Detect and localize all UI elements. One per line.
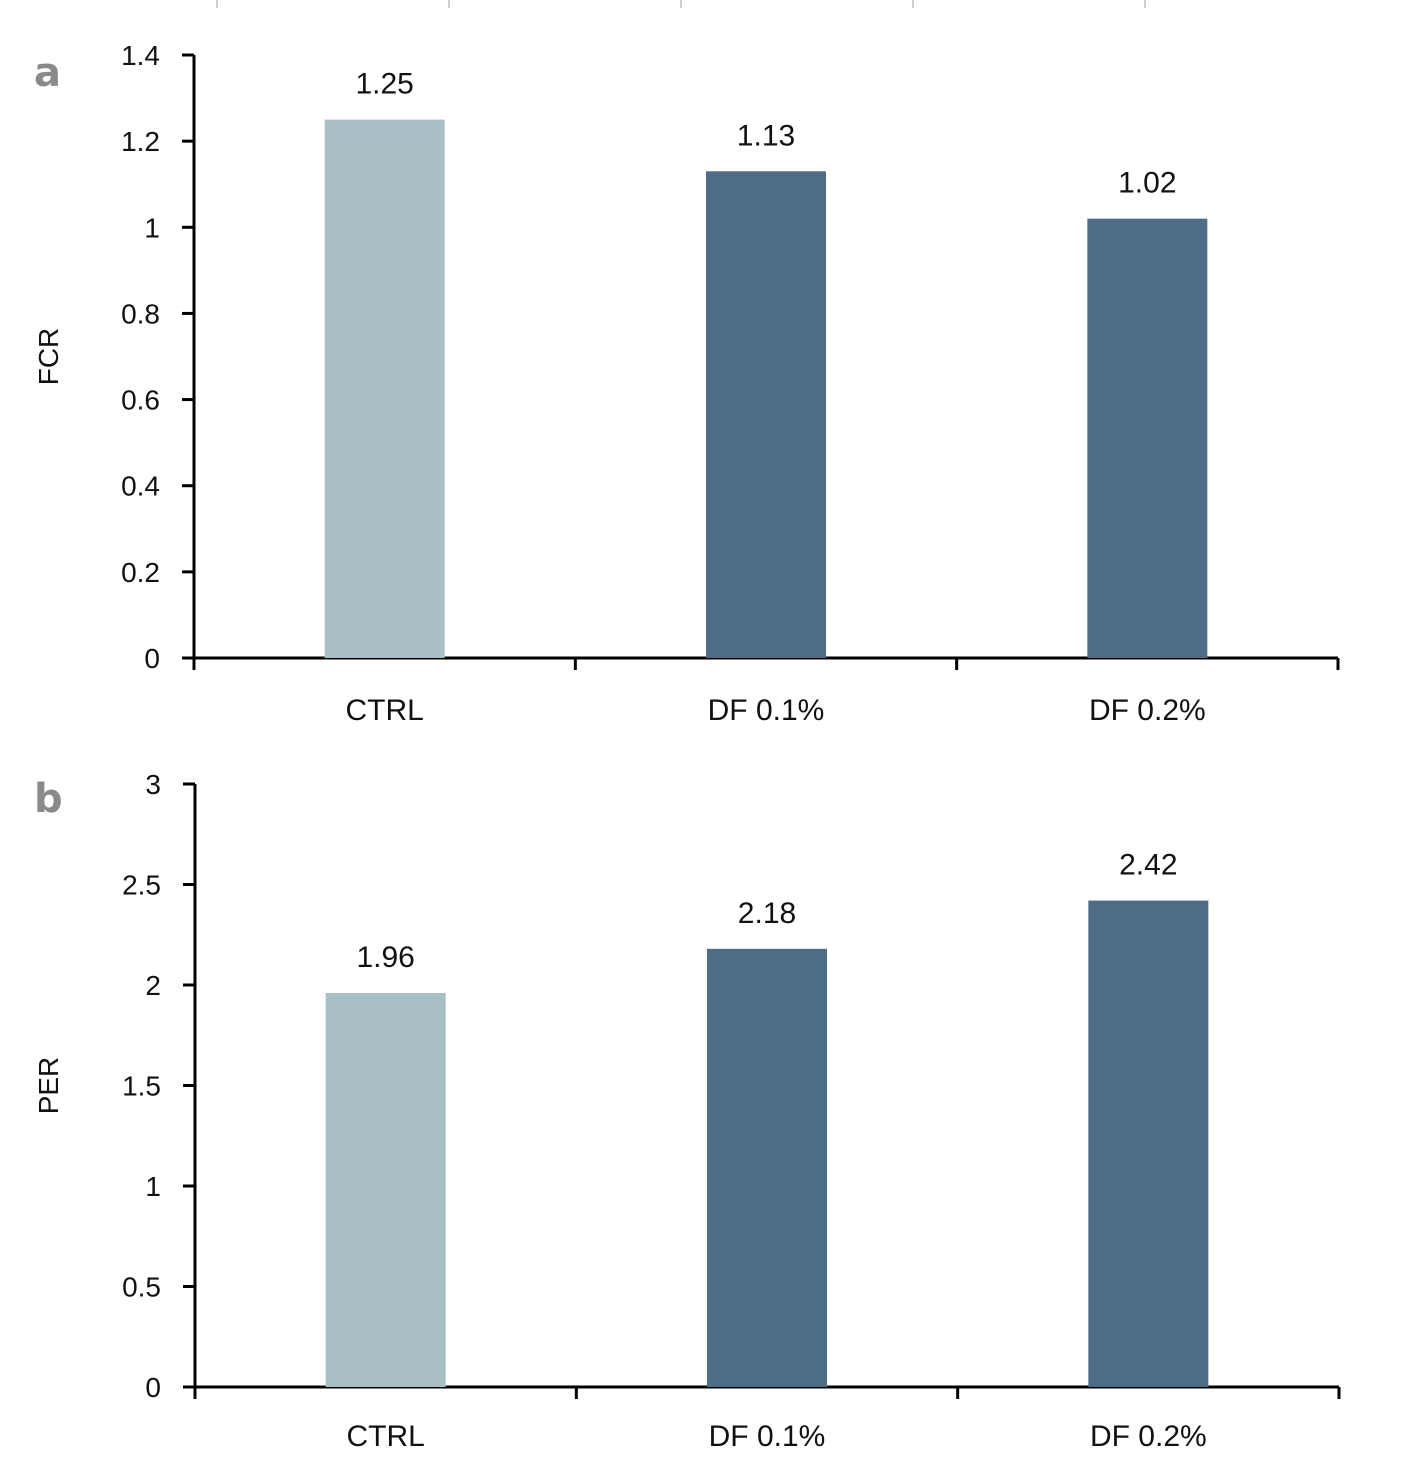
y-tick-label: 1 bbox=[144, 212, 160, 243]
category-label: CTRL bbox=[346, 1420, 424, 1453]
y-tick-label: 1.5 bbox=[122, 1071, 161, 1102]
y-tick-label: 0.5 bbox=[122, 1272, 161, 1303]
y-tick-label: 3 bbox=[145, 769, 161, 800]
y-tick-label: 0.4 bbox=[121, 471, 160, 502]
data-label: 2.42 bbox=[1119, 849, 1177, 882]
y-tick-label: 0.8 bbox=[121, 298, 160, 329]
bar-df-0-2- bbox=[1087, 218, 1208, 658]
y-axis-title: PER bbox=[33, 1057, 64, 1115]
y-tick-label: 2.5 bbox=[122, 870, 161, 901]
category-label: DF 0.1% bbox=[709, 1420, 826, 1453]
y-tick-label: 1.2 bbox=[121, 126, 160, 157]
y-tick-label: 0 bbox=[145, 1372, 161, 1403]
data-label: 2.18 bbox=[738, 897, 796, 930]
category-label: CTRL bbox=[345, 694, 423, 727]
y-tick-label: 0.2 bbox=[121, 557, 160, 588]
bar-df-0-2- bbox=[1088, 900, 1209, 1387]
bar-df-0-1- bbox=[706, 171, 826, 659]
category-label: DF 0.1% bbox=[708, 694, 825, 727]
category-label: DF 0.2% bbox=[1089, 694, 1206, 727]
panel-label: a bbox=[34, 50, 61, 96]
category-label: DF 0.2% bbox=[1090, 1420, 1207, 1453]
data-label: 1.02 bbox=[1118, 167, 1176, 200]
y-axis-title: FCR bbox=[33, 328, 64, 386]
bar-ctrl bbox=[325, 993, 446, 1387]
data-label: 1.25 bbox=[355, 68, 413, 101]
y-tick-label: 1 bbox=[145, 1171, 161, 1202]
bar-df-0-1- bbox=[707, 948, 827, 1387]
panel-label: b bbox=[34, 776, 63, 822]
data-label: 1.13 bbox=[737, 119, 795, 152]
y-tick-label: 0 bbox=[144, 643, 160, 674]
bar-ctrl bbox=[324, 119, 445, 659]
y-tick-label: 0.6 bbox=[121, 385, 160, 416]
y-tick-label: 2 bbox=[145, 970, 161, 1001]
data-label: 1.96 bbox=[356, 941, 414, 974]
y-tick-label: 1.4 bbox=[121, 40, 160, 71]
